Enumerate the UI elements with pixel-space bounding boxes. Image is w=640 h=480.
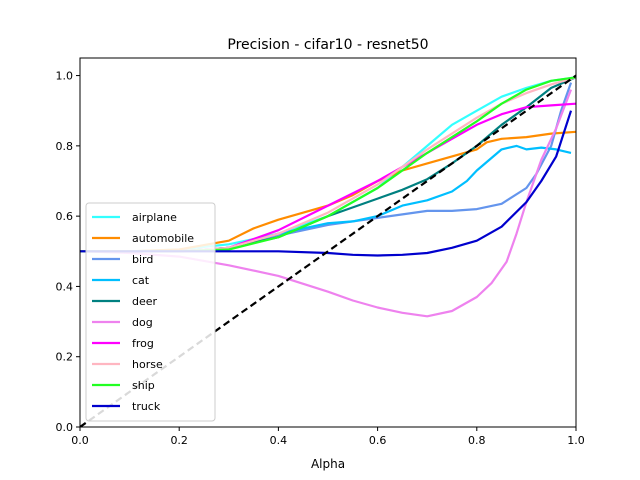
y-tick-label: 0.8 (56, 140, 74, 153)
legend-label-airplane: airplane (132, 211, 177, 224)
legend-label-deer: deer (132, 295, 158, 308)
axes-frame (79, 57, 577, 428)
legend-label-bird: bird (132, 253, 153, 266)
x-axis: 0.0 0.2 0.4 0.6 0.8 1.0 (71, 427, 585, 447)
legend-label-horse: horse (132, 358, 163, 371)
legend-label-truck: truck (132, 400, 161, 413)
x-tick-label: 0.4 (270, 434, 288, 447)
x-axis-label: Alpha (311, 457, 345, 471)
chart-title: Precision - cifar10 - resnet50 (227, 37, 428, 53)
legend-label-dog: dog (132, 316, 153, 329)
y-tick-label: 0.6 (56, 210, 74, 223)
legend: airplane automobile bird cat deer dog frog hors… (85, 202, 216, 422)
y-tick-label: 0.2 (56, 351, 74, 364)
legend-box (85, 202, 216, 422)
legend-label-frog: frog (132, 337, 154, 350)
x-tick-label: 1.0 (567, 434, 585, 447)
y-tick-label: 0.0 (56, 421, 74, 434)
legend-label-cat: cat (132, 274, 150, 287)
legend-label-automobile: automobile (132, 232, 194, 245)
x-tick-label: 0.8 (468, 434, 486, 447)
y-tick-label: 1.0 (56, 70, 74, 83)
x-tick-label: 0.0 (71, 434, 89, 447)
y-tick-label: 0.4 (56, 280, 74, 293)
x-tick-label: 0.6 (369, 434, 387, 447)
y-axis: 0.0 0.2 0.4 0.6 0.8 1.0 (56, 70, 80, 434)
x-tick-label: 0.2 (170, 434, 188, 447)
legend-label-ship: ship (132, 379, 155, 392)
